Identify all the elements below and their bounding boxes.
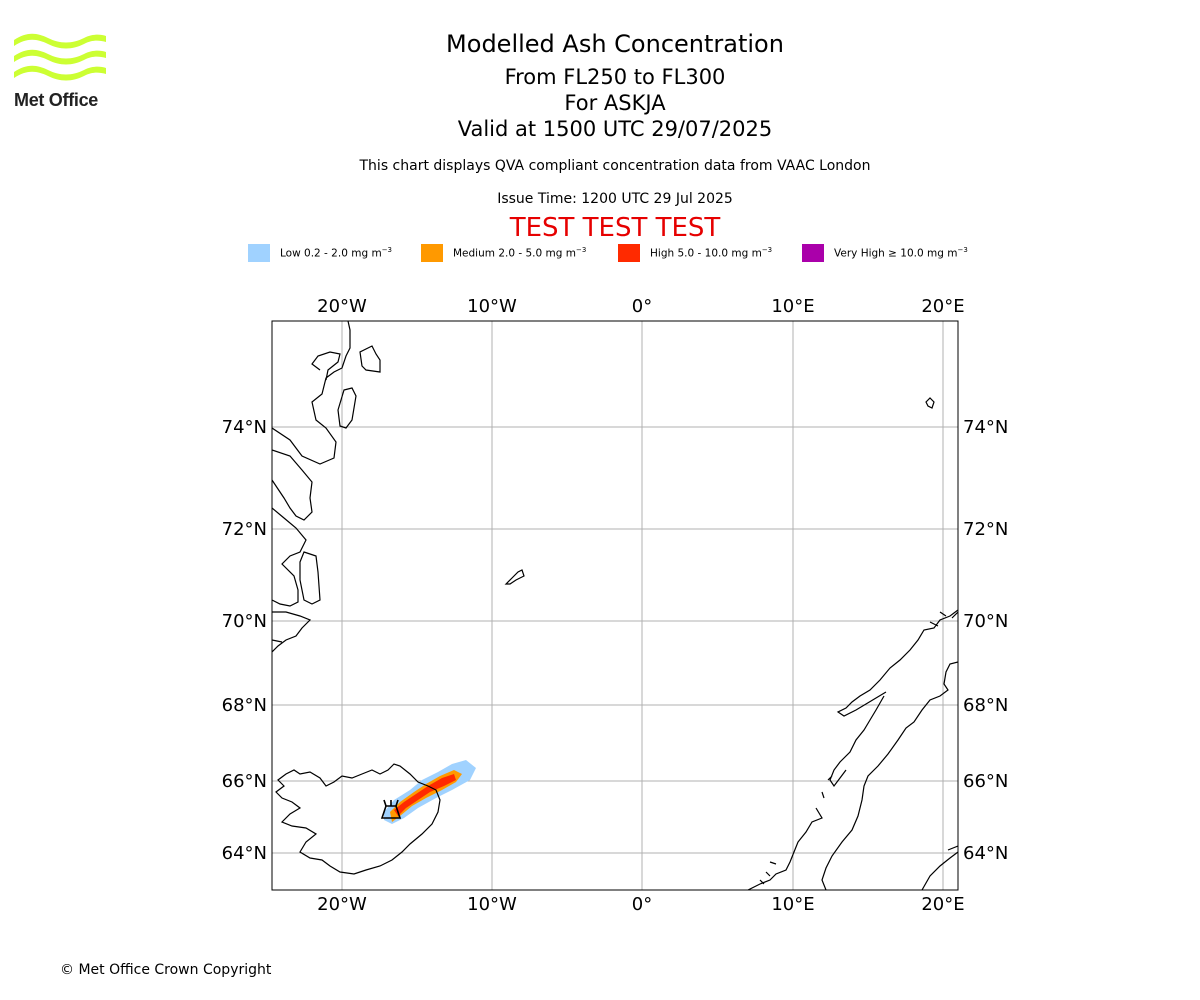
tick-left-74n: 74°N bbox=[222, 417, 267, 438]
legend-swatch-medium bbox=[421, 244, 443, 262]
legend-label-medium: Medium 2.0 - 5.0 mg m−3 bbox=[453, 246, 587, 260]
coast-bear-island bbox=[925, 397, 935, 409]
tick-bottom-10w: 10°W bbox=[467, 894, 517, 915]
lon-ticks-bottom: 20°W 10°W 0° 10°E 20°E bbox=[317, 894, 964, 915]
lon-ticks-top: 20°W 10°W 0° 10°E 20°E bbox=[317, 296, 964, 317]
copyright: © Met Office Crown Copyright bbox=[60, 962, 272, 978]
brand-name: Met Office bbox=[14, 90, 99, 110]
tick-right-74n: 74°N bbox=[963, 417, 1008, 438]
tick-top-0: 0° bbox=[632, 296, 652, 317]
legend-item-very-high: Very High ≥ 10.0 mg m−3 bbox=[802, 244, 968, 262]
chart-title: Modelled Ash Concentration bbox=[446, 30, 784, 58]
tick-left-70n: 70°N bbox=[222, 611, 267, 632]
tick-right-72n: 72°N bbox=[963, 519, 1008, 540]
volcano-name: For ASKJA bbox=[564, 91, 666, 115]
valid-time: Valid at 1500 UTC 29/07/2025 bbox=[457, 117, 773, 141]
tick-left-68n: 68°N bbox=[222, 695, 267, 716]
issue-time: Issue Time: 1200 UTC 29 Jul 2025 bbox=[497, 191, 733, 207]
met-office-logo: Met Office bbox=[14, 30, 110, 111]
qva-note: This chart displays QVA compliant concen… bbox=[359, 158, 871, 174]
coast-norway bbox=[747, 609, 958, 890]
coast-jan-mayen bbox=[504, 569, 525, 585]
tick-right-68n: 68°N bbox=[963, 695, 1008, 716]
ash-high bbox=[394, 774, 456, 816]
legend-swatch-high bbox=[618, 244, 640, 262]
legend-label-very-high: Very High ≥ 10.0 mg m−3 bbox=[834, 246, 968, 260]
tick-left-64n: 64°N bbox=[222, 843, 267, 864]
tick-bottom-10e: 10°E bbox=[771, 894, 814, 915]
legend-label-high: High 5.0 - 10.0 mg m−3 bbox=[650, 246, 773, 260]
tick-top-10w: 10°W bbox=[467, 296, 517, 317]
legend-swatch-low bbox=[248, 244, 270, 262]
tick-right-64n: 64°N bbox=[963, 843, 1008, 864]
coast-greenland bbox=[272, 321, 381, 653]
tick-right-70n: 70°N bbox=[963, 611, 1008, 632]
tick-bottom-20w: 20°W bbox=[317, 894, 367, 915]
tick-top-20w: 20°W bbox=[317, 296, 367, 317]
met-office-waves-logo-icon bbox=[14, 33, 106, 81]
ash-plume bbox=[384, 760, 476, 824]
volcano-icon bbox=[380, 799, 402, 819]
lat-ticks-left: 74°N 72°N 70°N 68°N 66°N 64°N bbox=[222, 417, 267, 864]
legend-label-low: Low 0.2 - 2.0 mg m−3 bbox=[280, 246, 393, 260]
tick-bottom-0: 0° bbox=[632, 894, 652, 915]
legend-item-medium: Medium 2.0 - 5.0 mg m−3 bbox=[421, 244, 586, 262]
coast-iceland bbox=[275, 763, 441, 875]
graticule bbox=[272, 321, 958, 890]
map-frame bbox=[271, 320, 959, 891]
tick-left-66n: 66°N bbox=[222, 771, 267, 792]
tick-top-20e: 20°E bbox=[921, 296, 964, 317]
lat-ticks-right: 74°N 72°N 70°N 68°N 66°N 64°N bbox=[963, 417, 1008, 864]
tick-top-10e: 10°E bbox=[771, 296, 814, 317]
legend-swatch-very-high bbox=[802, 244, 824, 262]
tick-left-72n: 72°N bbox=[222, 519, 267, 540]
tick-bottom-20e: 20°E bbox=[921, 894, 964, 915]
coastlines bbox=[272, 321, 958, 890]
map-content bbox=[272, 321, 958, 890]
chart-subtitle: From FL250 to FL300 For ASKJA Valid at 1… bbox=[0, 64, 1200, 142]
tick-right-66n: 66°N bbox=[963, 771, 1008, 792]
test-banner: TEST TEST TEST bbox=[509, 213, 721, 243]
legend-item-high: High 5.0 - 10.0 mg m−3 bbox=[618, 244, 772, 262]
legend-item-low: Low 0.2 - 2.0 mg m−3 bbox=[248, 244, 392, 262]
flight-levels: From FL250 to FL300 bbox=[504, 65, 726, 89]
legend: Low 0.2 - 2.0 mg m−3 Medium 2.0 - 5.0 mg… bbox=[0, 244, 1200, 264]
